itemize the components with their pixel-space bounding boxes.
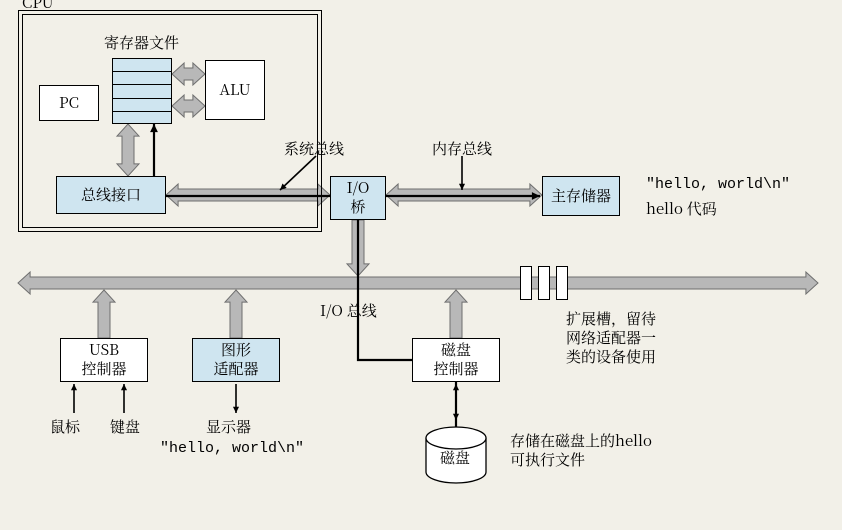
mouse-label: 鼠标 xyxy=(50,418,80,437)
expansion-slot-note: 扩展槽，留待 网络适配器一 类的设备使用 xyxy=(566,310,656,366)
bus-interface-box: 总线接口 xyxy=(56,176,166,214)
usb-controller-box: USB 控制器 xyxy=(60,338,148,382)
regfile-title: 寄存器文件 xyxy=(104,34,179,53)
alu-box: ALU xyxy=(205,60,265,120)
regfile-box xyxy=(112,58,172,124)
pc-box: PC xyxy=(39,85,99,121)
hello-text-display: "hello, world\n" xyxy=(160,440,304,459)
graphics-adapter-box: 图形 适配器 xyxy=(192,338,280,382)
expansion-slot xyxy=(520,266,532,300)
expansion-slot xyxy=(556,266,568,300)
io-bridge-text: I/O 桥 xyxy=(347,179,370,217)
main-memory-text: 主存储器 xyxy=(551,187,611,206)
keyboard-label: 键盘 xyxy=(110,418,140,437)
alu-text: ALU xyxy=(219,81,250,100)
system-bus-label: 系统总线 xyxy=(284,140,344,159)
io-bus-label: I/O 总线 xyxy=(320,302,377,321)
pc-text: PC xyxy=(59,94,79,113)
graphics-adapter-text: 图形 适配器 xyxy=(213,341,258,379)
usb-controller-text: USB 控制器 xyxy=(81,341,126,379)
hello-text-memory: "hello, world\n" xyxy=(646,176,790,195)
display-label: 显示器 xyxy=(206,418,251,437)
disk-label: 磁盘 xyxy=(440,449,470,468)
memory-bus-label: 内存总线 xyxy=(432,140,492,159)
disk-controller-text: 磁盘 控制器 xyxy=(433,341,478,379)
disk-note: 存储在磁盘上的hello 可执行文件 xyxy=(510,432,652,470)
disk-controller-box: 磁盘 控制器 xyxy=(412,338,500,382)
main-memory-box: 主存储器 xyxy=(542,176,620,216)
io-bridge-box: I/O 桥 xyxy=(330,176,386,220)
hello-code-label: hello 代码 xyxy=(646,200,717,219)
expansion-slot xyxy=(538,266,550,300)
cpu-label: CPU xyxy=(22,0,54,13)
bus-interface-text: 总线接口 xyxy=(81,186,141,205)
